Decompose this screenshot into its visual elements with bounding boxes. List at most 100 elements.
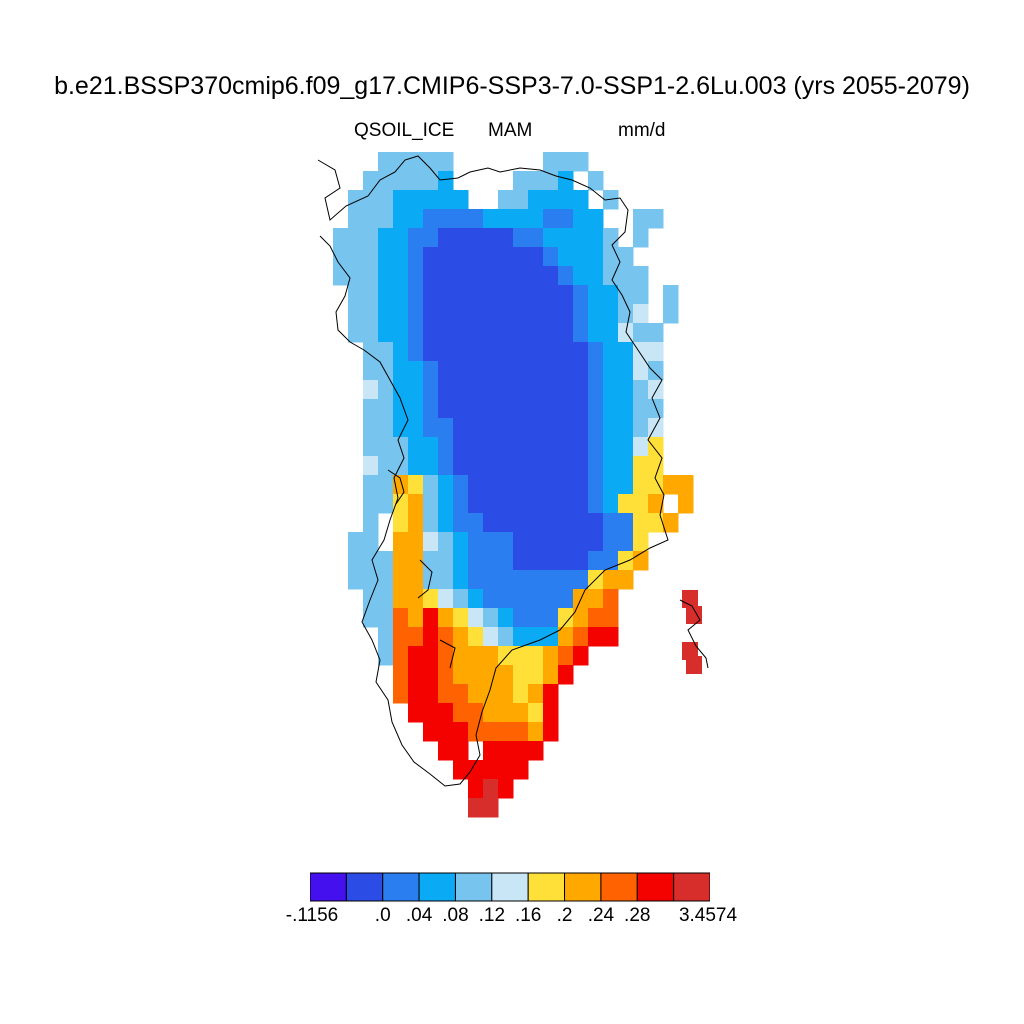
map-cell: [423, 551, 439, 571]
map-cell: [363, 285, 379, 305]
map-cell: [363, 247, 379, 267]
map-cell: [423, 285, 439, 305]
map-cell: [468, 266, 484, 286]
map-cell: [378, 399, 394, 419]
map-cell: [618, 494, 634, 514]
map-cell: [633, 475, 649, 495]
map-cell: [558, 589, 574, 609]
map-cell: [618, 399, 634, 419]
map-cell: [468, 247, 484, 267]
map-cell: [483, 304, 499, 324]
map-cell: [633, 285, 649, 305]
map-cell: [438, 551, 454, 571]
map-cell: [603, 380, 619, 400]
map-cell: [468, 209, 484, 229]
map-cell: [513, 608, 529, 628]
map-cell: [618, 513, 634, 533]
map-cell: [393, 494, 409, 514]
map-cell: [483, 437, 499, 457]
map-cell: [618, 532, 634, 552]
map-cell: [573, 285, 589, 305]
map-cell: [363, 399, 379, 419]
map-cell: [393, 171, 409, 191]
map-cell: [573, 570, 589, 590]
map-cell: [588, 513, 604, 533]
map-cell: [333, 266, 349, 286]
map-cell: [423, 456, 439, 476]
map-cell: [378, 437, 394, 457]
map-cell: [528, 703, 544, 723]
map-cell: [483, 266, 499, 286]
map-cell: [603, 532, 619, 552]
map-cell: [393, 665, 409, 685]
map-cell: [423, 684, 439, 704]
map-cell: [408, 570, 424, 590]
colorbar-tick-label: .04: [405, 905, 433, 926]
map-cell: [468, 665, 484, 685]
map-cell: [558, 399, 574, 419]
map-cell: [513, 722, 529, 742]
map-cell: [348, 228, 364, 248]
map-cell: [558, 247, 574, 267]
map-cell: [468, 437, 484, 457]
map-cell: [363, 418, 379, 438]
map-cell: [483, 285, 499, 305]
map-cell: [603, 190, 619, 210]
map-cell: [408, 513, 424, 533]
map-cell: [438, 722, 454, 742]
map-cell: [588, 285, 604, 305]
map-cell: [378, 228, 394, 248]
map-cell: [528, 741, 544, 761]
map-cell: [618, 266, 634, 286]
map-cell: [393, 646, 409, 666]
map-cell: [408, 475, 424, 495]
map-cell: [543, 665, 559, 685]
map-cell: [588, 171, 604, 191]
map-cell: [528, 494, 544, 514]
map-cell: [618, 475, 634, 495]
map-cell: [408, 190, 424, 210]
map-cell: [603, 399, 619, 419]
map-cell: [393, 551, 409, 571]
map-cell: [378, 494, 394, 514]
map-cell: [333, 228, 349, 248]
map-cell: [393, 608, 409, 628]
map-cell: [633, 304, 649, 324]
map-cell: [438, 684, 454, 704]
map-cell: [378, 171, 394, 191]
map-cell: [498, 418, 514, 438]
map-cell: [348, 532, 364, 552]
map-cell: [453, 437, 469, 457]
map-cell: [498, 342, 514, 362]
map-cell: [393, 152, 409, 172]
map-cell: [438, 437, 454, 457]
map-cell: [423, 171, 439, 191]
map-cell: [498, 190, 514, 210]
map-cell: [558, 228, 574, 248]
map-cell: [378, 380, 394, 400]
map-cell: [573, 247, 589, 267]
map-cell: [363, 171, 379, 191]
map-cell: [558, 513, 574, 533]
map-cell: [543, 380, 559, 400]
map-cell: [483, 475, 499, 495]
map-cell: [408, 608, 424, 628]
map-cell: [453, 266, 469, 286]
map-cell: [588, 456, 604, 476]
map-cell: [468, 551, 484, 571]
map-cell: [603, 247, 619, 267]
map-cell: [633, 418, 649, 438]
map-cell: [393, 247, 409, 267]
map-cell: [408, 323, 424, 343]
map-cell: [408, 627, 424, 647]
map-cell: [348, 304, 364, 324]
map-cell: [633, 228, 649, 248]
map-cell: [453, 228, 469, 248]
map-cell: [423, 608, 439, 628]
map-cell: [438, 361, 454, 381]
map-cell: [603, 608, 619, 628]
map-cell: [588, 228, 604, 248]
map-cell: [408, 589, 424, 609]
map-cell: [588, 551, 604, 571]
map-cell: [483, 627, 499, 647]
